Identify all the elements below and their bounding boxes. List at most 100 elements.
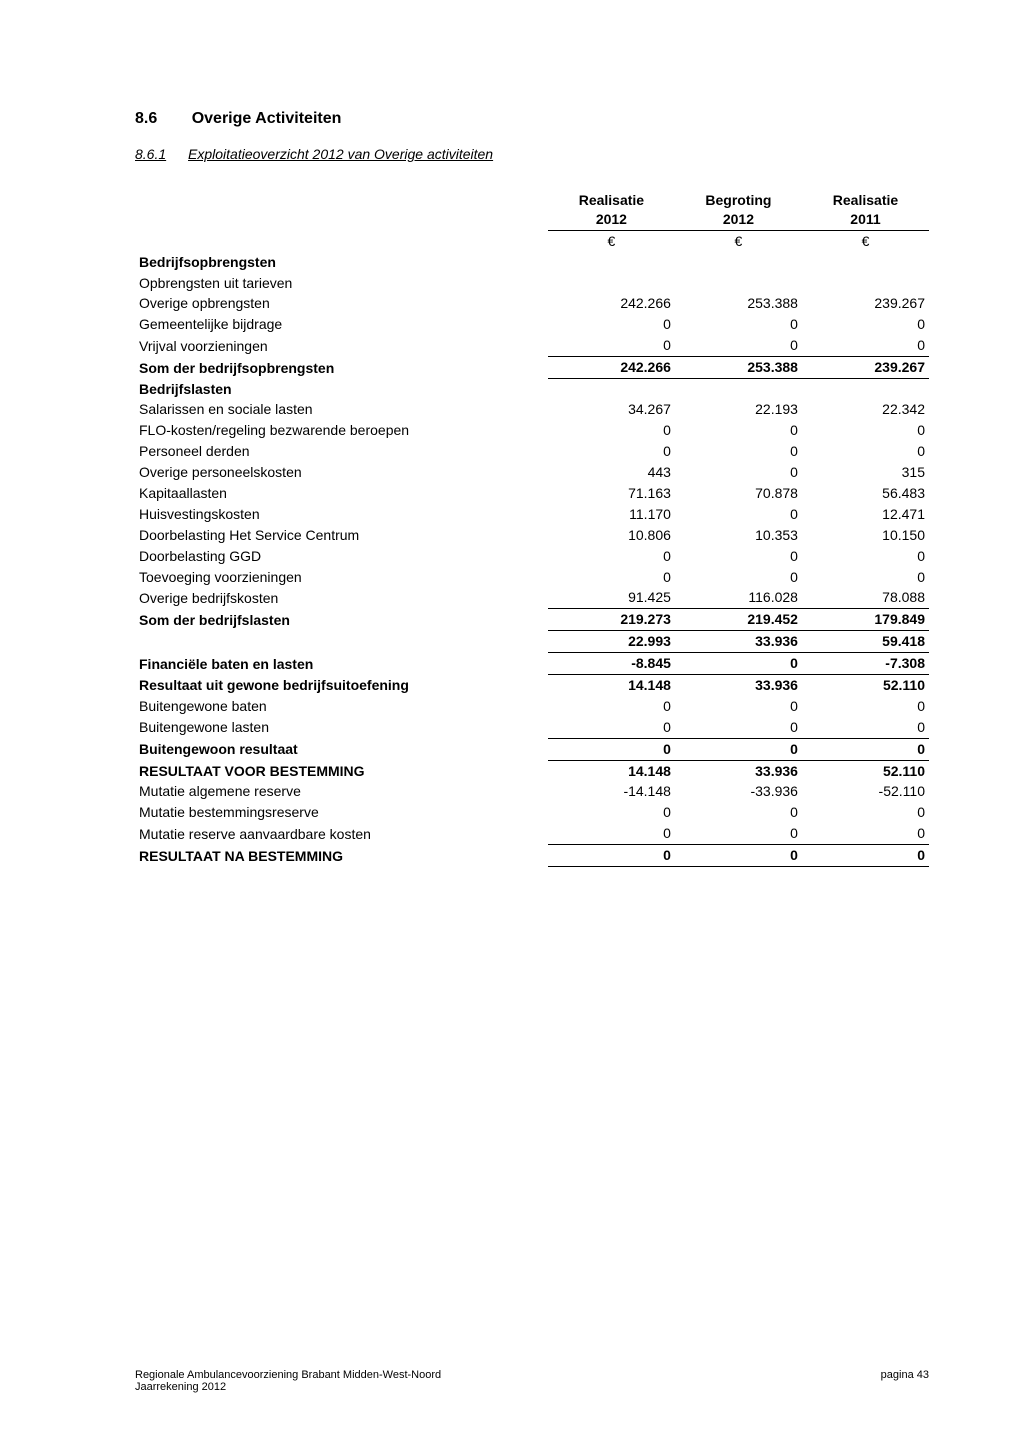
footer-org-line2: Jaarrekening 2012 <box>135 1381 226 1393</box>
subsection-title: Exploitatieoverzicht 2012 van Overige ac… <box>188 146 493 162</box>
table-row: Kapitaallasten 71.163 70.878 56.483 <box>135 483 929 504</box>
table-total-row: RESULTAAT NA BESTEMMING 0 0 0 <box>135 845 929 867</box>
cell-value: -8.845 <box>548 653 675 675</box>
row-label: Resultaat uit gewone bedrijfsuitoefening <box>135 674 548 695</box>
table-row: Salarissen en sociale lasten 34.267 22.1… <box>135 399 929 420</box>
cell-value: 0 <box>675 335 802 356</box>
cell-value: 0 <box>548 546 675 567</box>
cell-value: 11.170 <box>548 504 675 525</box>
row-label: Financiële baten en lasten <box>135 653 548 675</box>
page-container: 8.6 Overige Activiteiten 8.6.1 Exploitat… <box>0 0 1024 1453</box>
table-subtotal-row: 22.993 33.936 59.418 <box>135 631 929 653</box>
cell-value: 59.418 <box>802 631 929 653</box>
table-row: Buitengewone lasten 0 0 0 <box>135 717 929 738</box>
row-label: RESULTAAT VOOR BESTEMMING <box>135 760 548 781</box>
cell-value: 52.110 <box>802 760 929 781</box>
cell-value: 12.471 <box>802 504 929 525</box>
cell-value: 0 <box>675 504 802 525</box>
cell-value: 116.028 <box>675 587 802 608</box>
financial-table: Realisatie 2012 Begroting 2012 Realisati… <box>135 190 929 867</box>
cell-value: 91.425 <box>548 587 675 608</box>
cell-value: 253.388 <box>675 293 802 314</box>
cell-value: 0 <box>675 462 802 483</box>
table-currency-row: € € € <box>135 230 929 251</box>
cell-value: 33.936 <box>675 674 802 695</box>
row-label: Toevoeging voorzieningen <box>135 567 548 588</box>
row-label: RESULTAAT NA BESTEMMING <box>135 845 548 867</box>
cell-value: 56.483 <box>802 483 929 504</box>
table-row: Overige opbrengsten 242.266 253.388 239.… <box>135 293 929 314</box>
cell-value: 0 <box>802 567 929 588</box>
currency-symbol: € <box>675 230 802 251</box>
cell-value: 22.993 <box>548 631 675 653</box>
cell-value: -33.936 <box>675 781 802 802</box>
cell-value: 0 <box>802 823 929 844</box>
cell-value: 0 <box>675 314 802 335</box>
table-row: Financiële baten en lasten -8.845 0 -7.3… <box>135 653 929 675</box>
cell-value: 0 <box>802 314 929 335</box>
row-label: Personeel derden <box>135 441 548 462</box>
table-row: Mutatie algemene reserve -14.148 -33.936… <box>135 781 929 802</box>
cell-value: 0 <box>675 696 802 717</box>
cell-value: 10.150 <box>802 525 929 546</box>
row-label: Som der bedrijfsopbrengsten <box>135 357 548 379</box>
cell-value: 443 <box>548 462 675 483</box>
table-row: Mutatie reserve aanvaardbare kosten 0 0 … <box>135 823 929 844</box>
table-row: Overige personeelskosten 443 0 315 <box>135 462 929 483</box>
cell-value: 33.936 <box>675 760 802 781</box>
cell-value: 219.452 <box>675 609 802 631</box>
page-footer: Regionale Ambulancevoorziening Brabant M… <box>135 1369 929 1393</box>
cell-value: 34.267 <box>548 399 675 420</box>
row-label: Buitengewone lasten <box>135 717 548 738</box>
cell-value: 0 <box>802 696 929 717</box>
cell-value: 0 <box>675 546 802 567</box>
cell-value: 219.273 <box>548 609 675 631</box>
row-label: Som der bedrijfslasten <box>135 609 548 631</box>
cell-value: 52.110 <box>802 674 929 695</box>
section-number: 8.6 <box>135 110 157 128</box>
footer-org: Regionale Ambulancevoorziening Brabant M… <box>135 1369 441 1393</box>
table-row: Doorbelasting Het Service Centrum 10.806… <box>135 525 929 546</box>
cell-value: 78.088 <box>802 587 929 608</box>
table-row: FLO-kosten/regeling bezwarende beroepen … <box>135 420 929 441</box>
table-row: RESULTAAT VOOR BESTEMMING 14.148 33.936 … <box>135 760 929 781</box>
table-row: Overige bedrijfskosten 91.425 116.028 78… <box>135 587 929 608</box>
subsection-heading: 8.6.1 Exploitatieoverzicht 2012 van Over… <box>135 146 929 162</box>
table-row: Mutatie bestemmingsreserve 0 0 0 <box>135 802 929 823</box>
cell-value: 179.849 <box>802 609 929 631</box>
cell-value: 0 <box>675 717 802 738</box>
cell-value: -14.148 <box>548 781 675 802</box>
cell-value: 0 <box>675 653 802 675</box>
cell-value: 239.267 <box>802 357 929 379</box>
row-label: Mutatie algemene reserve <box>135 781 548 802</box>
cell-value: 22.342 <box>802 399 929 420</box>
table-row: Resultaat uit gewone bedrijfsuitoefening… <box>135 674 929 695</box>
group-heading-row: Bedrijfslasten <box>135 379 929 400</box>
subsection-number: 8.6.1 <box>135 146 166 162</box>
cell-value: 0 <box>548 696 675 717</box>
cell-value: 0 <box>675 738 802 760</box>
cell-value: 239.267 <box>802 293 929 314</box>
cell-value: 10.806 <box>548 525 675 546</box>
cell-value: 0 <box>675 567 802 588</box>
row-label: Mutatie bestemmingsreserve <box>135 802 548 823</box>
table-total-row: Buitengewoon resultaat 0 0 0 <box>135 738 929 760</box>
cell-value: 14.148 <box>548 760 675 781</box>
table-row: Huisvestingskosten 11.170 0 12.471 <box>135 504 929 525</box>
cell-value: 242.266 <box>548 293 675 314</box>
cell-value: 0 <box>548 738 675 760</box>
cell-value: 253.388 <box>675 357 802 379</box>
cell-value: 0 <box>802 738 929 760</box>
cell-value: 0 <box>802 546 929 567</box>
table-head-row1: Realisatie 2012 Begroting 2012 Realisati… <box>135 190 929 230</box>
cell-value: 0 <box>675 802 802 823</box>
cell-value: 0 <box>675 823 802 844</box>
group-heading: Bedrijfsopbrengsten <box>135 252 548 273</box>
row-label: Salarissen en sociale lasten <box>135 399 548 420</box>
cell-value: 14.148 <box>548 674 675 695</box>
cell-value: 0 <box>548 420 675 441</box>
cell-value: -52.110 <box>802 781 929 802</box>
cell-value: 0 <box>802 802 929 823</box>
row-label: Overige bedrijfskosten <box>135 587 548 608</box>
cell-value: 10.353 <box>675 525 802 546</box>
